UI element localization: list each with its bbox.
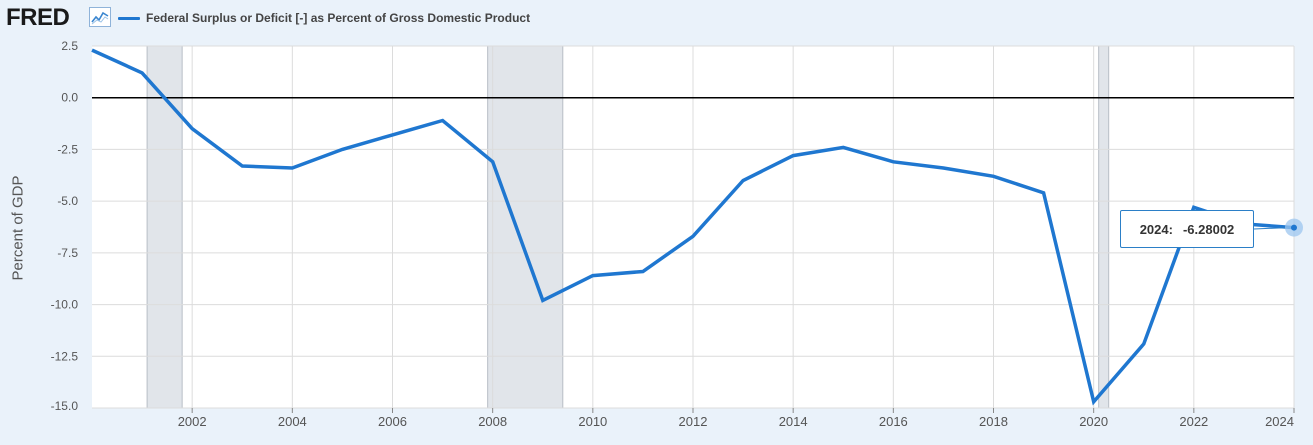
recession-band-1	[487, 45, 564, 409]
x-tick-label: 2014	[779, 414, 808, 429]
line-chart-icon	[89, 7, 111, 27]
tooltip-date: 2024:	[1139, 221, 1173, 237]
recession-band-0	[146, 45, 183, 409]
recession-band-2	[1098, 45, 1110, 409]
x-tick-label: 2018	[979, 414, 1008, 429]
y-tick-label: -7.5	[57, 246, 78, 260]
tooltip-connector	[1253, 227, 1289, 230]
fred-logo[interactable]: FRED	[6, 4, 70, 31]
x-tick-label: 2012	[679, 414, 708, 429]
series-line[interactable]	[91, 48, 1295, 406]
y-tick-label: -5.0	[57, 194, 78, 208]
legend[interactable]: Federal Surplus or Deficit [-] as Percen…	[118, 9, 530, 27]
x-tick-label: 2004	[278, 414, 307, 429]
x-tick-label: 2024	[1265, 414, 1294, 429]
x-tick-label: 2022	[1179, 414, 1208, 429]
tooltip-value: -6.28002	[1182, 221, 1235, 237]
tooltip: 2024: -6.28002	[1120, 210, 1254, 248]
x-axis-ticks: 2002 2004 2006 2008 2010 2012 2014 2016 2018 2020…	[178, 408, 1295, 429]
x-tick-label: 2010	[578, 414, 607, 429]
x-tick-label: 2006	[378, 414, 407, 429]
y-axis-ticks: 2.5 0.0 -2.5 -5.0 -7.5 -10.0 -12.5 -15.0	[51, 39, 79, 413]
x-tick-label: 2016	[879, 414, 908, 429]
y-tick-label: 2.5	[61, 39, 78, 53]
y-tick-label: 0.0	[61, 91, 78, 105]
x-tick-label: 2002	[178, 414, 207, 429]
legend-label: Federal Surplus or Deficit [-] as Percen…	[146, 11, 531, 25]
y-tick-label: -12.5	[51, 349, 79, 363]
hover-point[interactable]	[1291, 224, 1297, 231]
y-axis-label-text: Percent of GDP	[9, 175, 27, 281]
y-tick-label: -15.0	[51, 399, 79, 413]
legend-swatch	[118, 16, 140, 20]
y-tick-label: -10.0	[51, 298, 79, 312]
chart-header: FRED Federal Surplus or Deficit [-] as P…	[0, 0, 1313, 36]
x-tick-label: 2008	[478, 414, 507, 429]
y-tick-label: -2.5	[57, 142, 78, 156]
x-tick-label: 2020	[1079, 414, 1108, 429]
